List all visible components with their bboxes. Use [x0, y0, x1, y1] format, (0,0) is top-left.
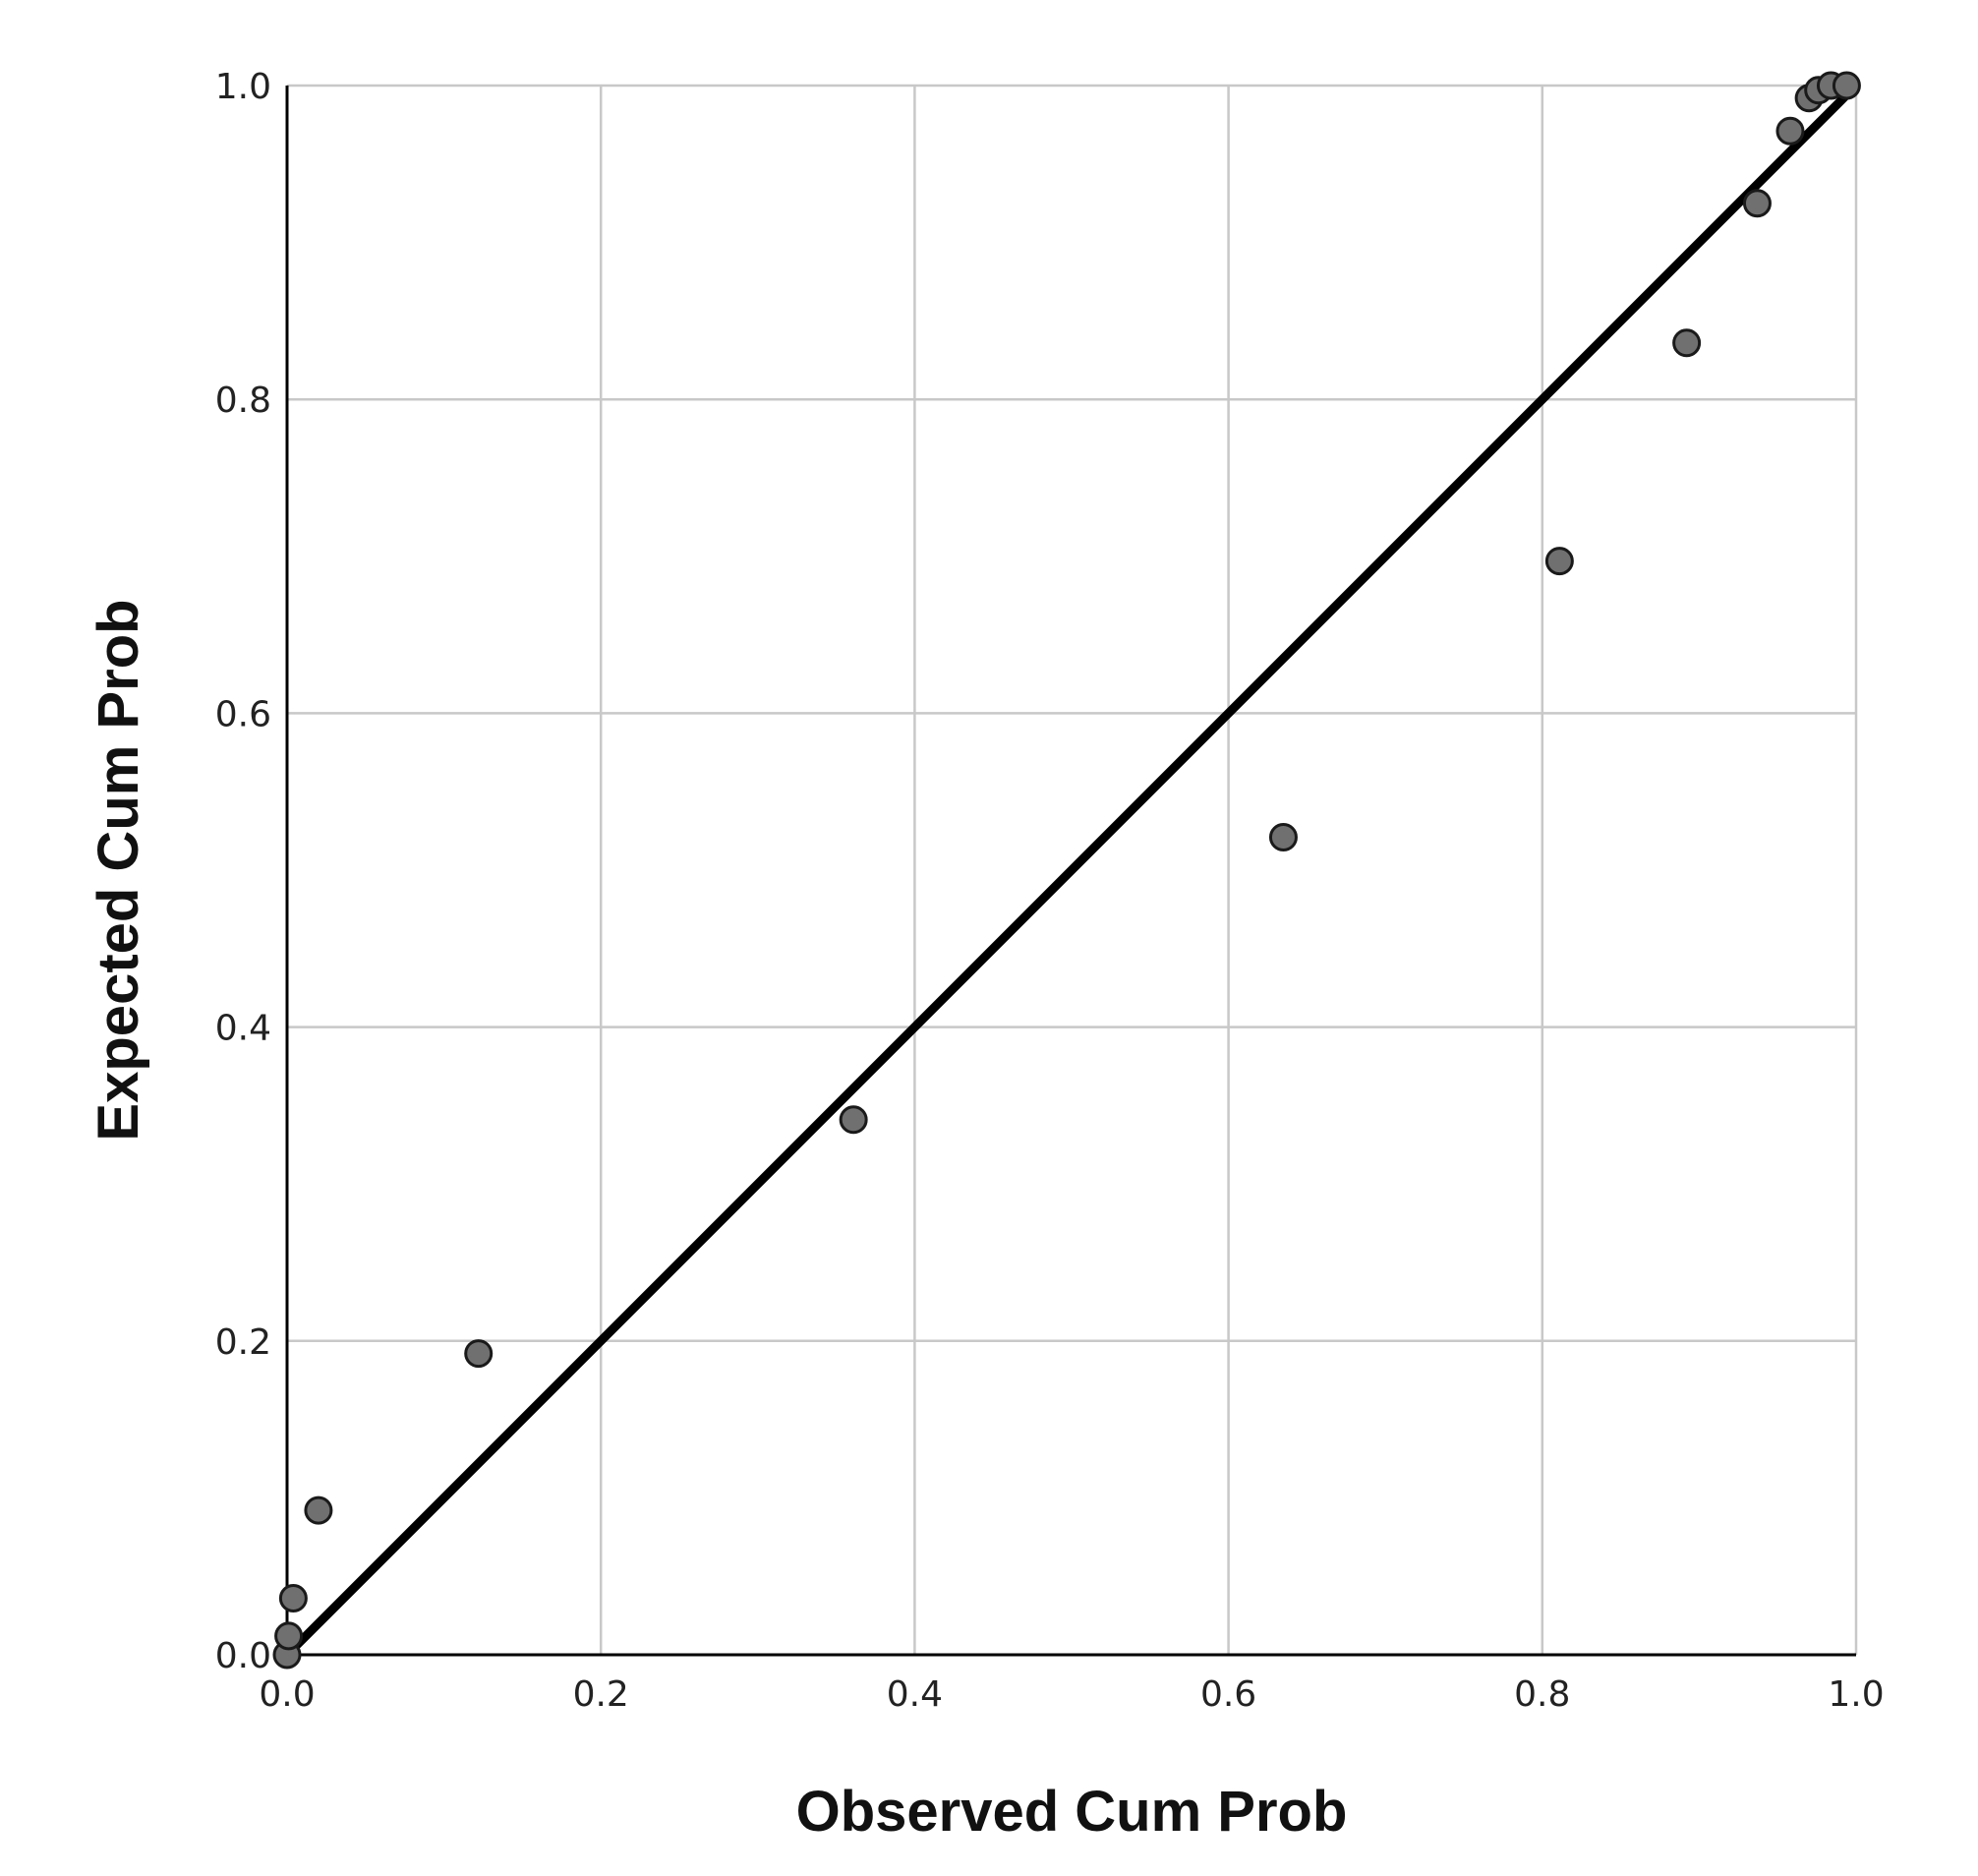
data-point [839, 1105, 868, 1135]
y-tick-label: 0.4 [215, 1009, 271, 1049]
axes [285, 86, 1856, 1657]
y-tick-label: 0.8 [215, 381, 271, 421]
reference-line [283, 82, 1860, 1659]
gridlines [287, 84, 1858, 1655]
data-points [272, 71, 1861, 1670]
data-point [1268, 822, 1298, 851]
reference-line-group [283, 82, 1860, 1659]
x-axis-tick-labels: 0.0 0.2 0.4 0.6 0.8 1.0 [259, 1674, 1884, 1715]
data-point [304, 1495, 333, 1525]
y-tick-label: 1.0 [215, 67, 271, 107]
data-point [278, 1584, 308, 1613]
data-point [274, 1621, 304, 1651]
x-tick-label: 1.0 [1828, 1674, 1884, 1715]
y-tick-label: 0.6 [215, 694, 271, 734]
data-point [1544, 547, 1574, 576]
data-point [464, 1339, 494, 1369]
x-tick-label: 0.8 [1514, 1674, 1570, 1715]
x-tick-label: 0.2 [573, 1674, 629, 1715]
data-point [1672, 328, 1702, 358]
x-axis-title: Observed Cum Prob [796, 1780, 1348, 1844]
y-axis-tick-labels: 0.0 0.2 0.4 0.6 0.8 1.0 [215, 67, 271, 1676]
y-tick-label: 0.2 [215, 1322, 271, 1363]
data-point [1742, 189, 1772, 218]
y-axis-title: Expected Cum Prob [87, 599, 150, 1141]
data-point [1832, 71, 1861, 100]
y-tick-label: 0.0 [215, 1636, 271, 1676]
data-point [1775, 116, 1805, 146]
x-tick-label: 0.6 [1200, 1674, 1256, 1715]
x-tick-label: 0.0 [259, 1674, 315, 1715]
x-tick-label: 0.4 [887, 1674, 943, 1715]
